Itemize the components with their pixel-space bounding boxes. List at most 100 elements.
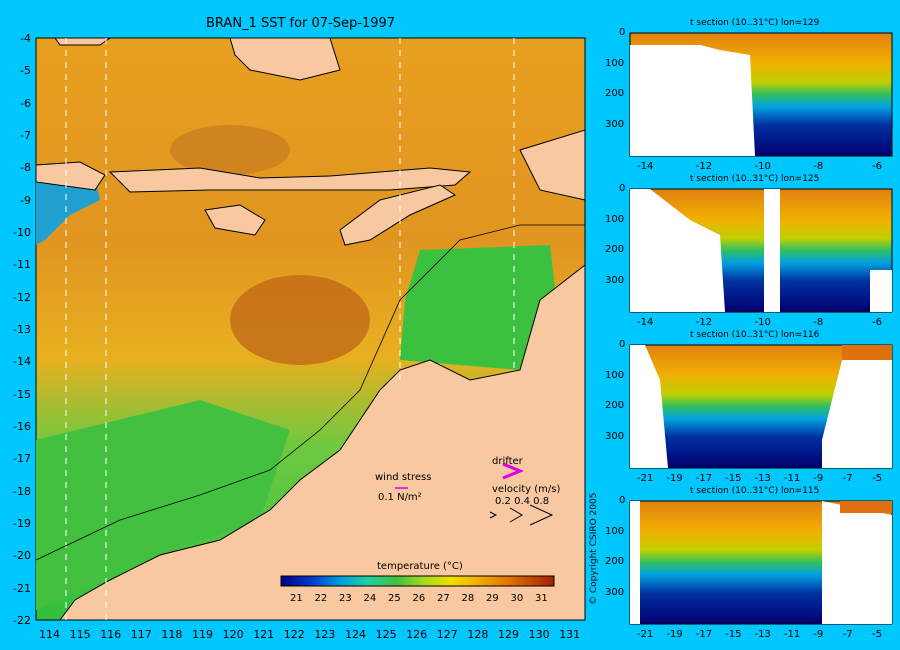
tanimbar-land [519, 129, 586, 201]
section-x-tick: -6 [872, 161, 882, 172]
lat-tick-label: -6 [20, 96, 31, 110]
lon-tick-label: 117 [130, 628, 152, 641]
section-y-tick: 100 [605, 57, 625, 69]
nusa-tenggara-islands [108, 167, 472, 193]
section-lines [65, 38, 515, 620]
section-y-tick: 0 [619, 27, 626, 38]
section-title-115: t section (10..31°C) lon=115 [690, 486, 820, 496]
section-x-tick: -13 [754, 629, 771, 640]
lat-tick-label: -15 [13, 387, 31, 401]
section-x-tick: -10 [754, 317, 771, 328]
lon-tick-label: 118 [161, 628, 183, 641]
section-panel-lon-125[interactable] [629, 188, 893, 313]
section-x-tick: -9 [813, 629, 824, 640]
section-x-tick: -17 [695, 473, 713, 484]
lon-tick-label: 114 [39, 628, 60, 641]
section-y-tick: 100 [605, 369, 625, 381]
section-y-tick: 0 [619, 183, 626, 194]
australia-land [59, 263, 586, 621]
section-x-tick: -15 [725, 629, 742, 640]
cold-water-patch [36, 175, 100, 245]
sst-map[interactable] [35, 37, 586, 621]
lon-tick-label: 115 [69, 628, 91, 641]
colorbar-tick-label: 27 [437, 593, 450, 604]
lat-tick-label: -9 [20, 193, 31, 207]
section-x-tick: -13 [754, 473, 771, 484]
section-x-tick: -7 [842, 473, 853, 484]
lat-tick-label: -17 [13, 452, 31, 466]
lat-tick-label: -22 [13, 614, 31, 627]
section-title-125: t section (10..31°C) lon=125 [690, 174, 820, 184]
section-x-tick: -5 [872, 629, 882, 640]
lon-tick-label: 121 [253, 628, 275, 641]
wind-stress-value: 0.1 N/m² [378, 492, 422, 503]
lon-tick-label: 123 [314, 628, 336, 641]
lon-tick-label: 122 [283, 628, 305, 641]
lon-tick-label: 126 [406, 628, 428, 641]
section-x-tick: -11 [783, 473, 801, 484]
lat-tick-label: -10 [13, 226, 31, 239]
velocity-values: 0.2 0.4 0.8 [495, 496, 550, 507]
section-y-tick: 200 [605, 88, 625, 99]
colorbar [280, 575, 555, 587]
colorbar-tick-label: 24 [363, 593, 377, 604]
lon-tick-label: 128 [467, 628, 489, 641]
lat-tick-label: -19 [13, 517, 31, 530]
lon-tick-label: 119 [192, 628, 213, 641]
section-panel-lon-129[interactable] [629, 32, 893, 157]
lat-tick-label: -8 [20, 161, 31, 175]
section-x-tick: -17 [695, 629, 713, 640]
colorbar-tick-label: 29 [486, 593, 499, 604]
section-x-tick: -10 [754, 161, 771, 172]
lon-tick-label: 127 [436, 628, 458, 641]
warm-core [230, 275, 370, 365]
java-island [35, 161, 106, 191]
section-x-tick: -12 [695, 317, 713, 328]
section-y-tick: 300 [605, 586, 625, 598]
cool-plume [400, 245, 560, 370]
lat-tick-label: -7 [20, 129, 31, 142]
lat-tick-label: -13 [13, 323, 31, 336]
timor-island [339, 184, 457, 246]
section-title-129: t section (10..31°C) lon=129 [690, 18, 820, 28]
sumba-island [204, 204, 266, 236]
lon-tick-label: 125 [375, 628, 397, 641]
lat-tick-label: -20 [13, 549, 31, 563]
lon-tick-label: 124 [345, 628, 366, 641]
lat-tick-label: -4 [20, 32, 31, 45]
section-y-tick: 300 [605, 118, 625, 130]
section-x-tick: -11 [783, 629, 801, 640]
section-y-tick: 200 [605, 400, 625, 411]
copyright-text: © Copyright CSIRO 2005 [589, 492, 599, 605]
sulawesi-land [229, 37, 341, 81]
lat-tick-label: -14 [13, 355, 31, 369]
section-x-tick: -21 [637, 473, 654, 484]
kalimantan-land [54, 37, 112, 46]
colorbar-tick-label: 25 [388, 593, 401, 604]
drifter-symbol [502, 462, 524, 480]
drifter-label: drifter [492, 456, 523, 467]
lon-tick-label: 131 [559, 628, 581, 641]
colorbar-tick-label: 26 [412, 593, 426, 604]
section-panel-lon-116[interactable] [629, 344, 893, 469]
colorbar-title: temperature (°C) [377, 561, 463, 572]
section-y-tick: 200 [605, 244, 625, 255]
warm-band [170, 125, 290, 175]
section-title-116: t section (10..31°C) lon=116 [690, 330, 820, 340]
section-x-tick: -9 [813, 473, 824, 484]
section-panel-lon-115[interactable] [629, 500, 893, 625]
section-y-tick: 100 [605, 525, 625, 537]
section-x-tick: -15 [725, 473, 742, 484]
section-x-tick: -6 [872, 317, 882, 328]
colorbar-tick-label: 21 [290, 593, 303, 604]
lat-tick-label: -18 [13, 484, 31, 498]
lat-tick-label: -11 [13, 258, 31, 272]
section-y-tick: 100 [605, 213, 625, 225]
lon-tick-label: 130 [528, 628, 550, 641]
lat-tick-label: -12 [13, 290, 31, 304]
lat-tick-label: -5 [20, 64, 31, 78]
section-y-tick: 200 [605, 556, 625, 567]
section-x-tick: -21 [637, 629, 654, 640]
section-x-tick: -8 [813, 317, 824, 328]
